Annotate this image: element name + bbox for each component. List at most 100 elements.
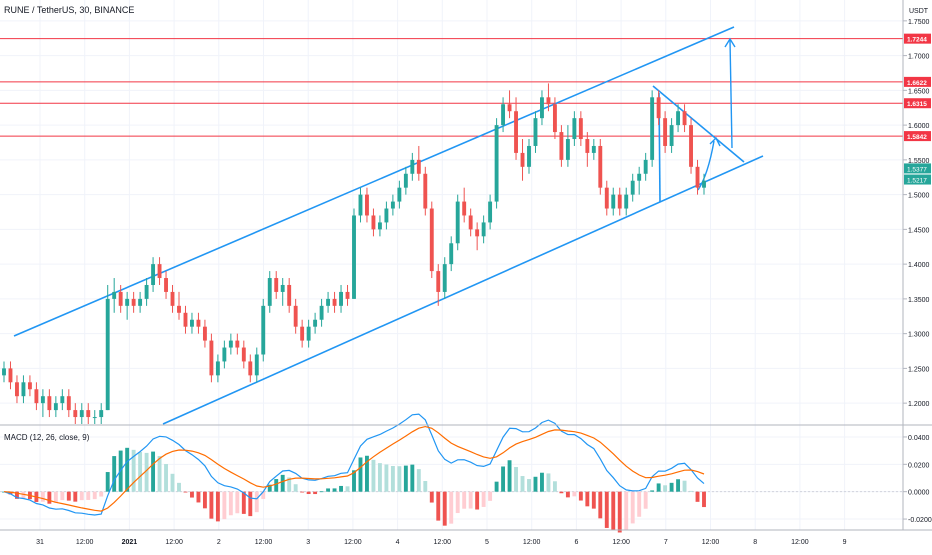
candle-body bbox=[86, 410, 91, 418]
candle-body bbox=[306, 326, 311, 341]
candle-body bbox=[475, 229, 480, 237]
trend-drawings[interactable] bbox=[13, 26, 764, 425]
macd-histogram-bar bbox=[248, 491, 253, 517]
macd-histogram-bar bbox=[144, 452, 149, 492]
candle-body bbox=[488, 201, 493, 223]
macd-histogram-bar bbox=[228, 491, 233, 516]
candle-body bbox=[682, 111, 687, 126]
candle-body bbox=[345, 291, 350, 299]
candle-body bbox=[565, 139, 570, 160]
macd-histogram-bar bbox=[436, 491, 441, 521]
macd-histogram-bar bbox=[689, 490, 693, 492]
candle-body bbox=[280, 284, 285, 292]
macd-histogram-bar bbox=[507, 460, 512, 492]
price-tick-label: 1.5000 bbox=[908, 193, 930, 200]
candle-body bbox=[73, 410, 78, 418]
signal-line bbox=[3, 425, 705, 512]
level-price-badge bbox=[904, 131, 931, 142]
candle-body bbox=[202, 326, 207, 341]
axes bbox=[0, 0, 932, 531]
candle-body bbox=[442, 264, 447, 292]
candle-body bbox=[144, 284, 149, 299]
candle-body bbox=[669, 125, 674, 146]
macd-histogram-bar bbox=[267, 484, 272, 492]
target-arrowhead bbox=[724, 37, 736, 48]
candle-body bbox=[157, 264, 162, 279]
candle-body bbox=[60, 396, 65, 404]
candle-body bbox=[112, 291, 117, 299]
macd-histogram-bar bbox=[650, 490, 655, 492]
macd-histogram-bar bbox=[138, 452, 143, 492]
macd-histogram-bar bbox=[313, 491, 318, 495]
candle-body bbox=[53, 403, 58, 411]
price-tick-label: 1.6000 bbox=[908, 123, 930, 130]
macd-histogram-bar bbox=[501, 466, 506, 492]
candle-body bbox=[34, 389, 39, 404]
price-tick-label: 1.3000 bbox=[908, 332, 930, 339]
time-tick-label: 12:00 bbox=[165, 539, 183, 546]
macd-histogram-bar bbox=[377, 463, 382, 492]
candle-body bbox=[390, 201, 395, 209]
candle-body bbox=[533, 118, 538, 146]
horizontal-levels[interactable]: 1.7244 1.6622 1.6315 1.5842 bbox=[0, 33, 931, 142]
current-price-badge bbox=[904, 163, 931, 174]
candle-body bbox=[624, 194, 629, 209]
channel-lower-line bbox=[162, 155, 764, 425]
macd-title[interactable]: MACD (12, 26, close, 9) bbox=[4, 433, 90, 442]
macd-histogram-bar bbox=[183, 491, 188, 493]
price-tick-label: 1.7500 bbox=[908, 19, 930, 26]
macd-histogram-bar bbox=[630, 491, 635, 524]
candle-body bbox=[611, 194, 616, 209]
projection-curve bbox=[697, 140, 715, 191]
macd-histogram-bar bbox=[429, 491, 434, 503]
time-tick-label: 9 bbox=[843, 539, 847, 546]
macd-histogram-bar bbox=[112, 456, 117, 492]
axis-labels: 1.7500 1.7000 1.6500 1.6000 1.5500 1.5000 1.45… bbox=[36, 8, 932, 546]
macd-histogram-bar bbox=[540, 472, 544, 492]
macd-histogram-bar bbox=[702, 491, 706, 508]
candle-body bbox=[196, 319, 201, 327]
candle-body bbox=[215, 361, 220, 376]
time-tick-label: 7 bbox=[664, 539, 668, 546]
candle-body bbox=[403, 173, 408, 188]
macd-histogram-bar bbox=[533, 476, 538, 492]
candle-body bbox=[689, 125, 693, 167]
macd-histogram-bar bbox=[170, 473, 175, 492]
candles bbox=[2, 83, 706, 424]
price-tick-label: 1.4000 bbox=[908, 262, 930, 269]
level-price-badge bbox=[904, 33, 931, 44]
macd-histogram-bar bbox=[326, 488, 331, 492]
candle-body bbox=[274, 278, 279, 292]
macd-tick-label: -0.0200 bbox=[908, 517, 932, 524]
macd-histogram-bar bbox=[656, 483, 661, 492]
candle-body bbox=[326, 298, 331, 306]
macd-histogram-bar bbox=[604, 491, 609, 528]
macd-histogram-bar bbox=[66, 491, 71, 501]
candle-body bbox=[578, 118, 583, 140]
macd-histogram-bar bbox=[215, 491, 220, 522]
macd-histogram-bar bbox=[196, 491, 201, 503]
macd-histogram-bar bbox=[345, 486, 350, 492]
candle-body bbox=[663, 118, 668, 146]
macd-histogram-bar bbox=[365, 455, 369, 492]
candle-body bbox=[591, 145, 596, 153]
candle-body bbox=[527, 145, 531, 167]
grid bbox=[0, 0, 903, 530]
candle-body bbox=[313, 319, 318, 327]
triangle-upper-line bbox=[652, 85, 745, 163]
candle-body bbox=[170, 291, 175, 306]
candle-body bbox=[352, 215, 356, 299]
time-tick-label: 12:00 bbox=[612, 539, 630, 546]
candle-body bbox=[2, 368, 6, 376]
symbol-title[interactable]: RUNE / TetherUS, 30, BINANCE bbox=[4, 5, 134, 15]
candle-body bbox=[131, 298, 136, 306]
price-tick-label: 1.3500 bbox=[908, 297, 930, 304]
candle-body bbox=[118, 291, 123, 306]
candle-body bbox=[8, 368, 13, 383]
macd-histogram-bar bbox=[358, 457, 363, 492]
candle-body bbox=[429, 208, 434, 272]
macd-histogram-bar bbox=[241, 491, 246, 514]
macd-histogram-bar bbox=[8, 491, 13, 495]
